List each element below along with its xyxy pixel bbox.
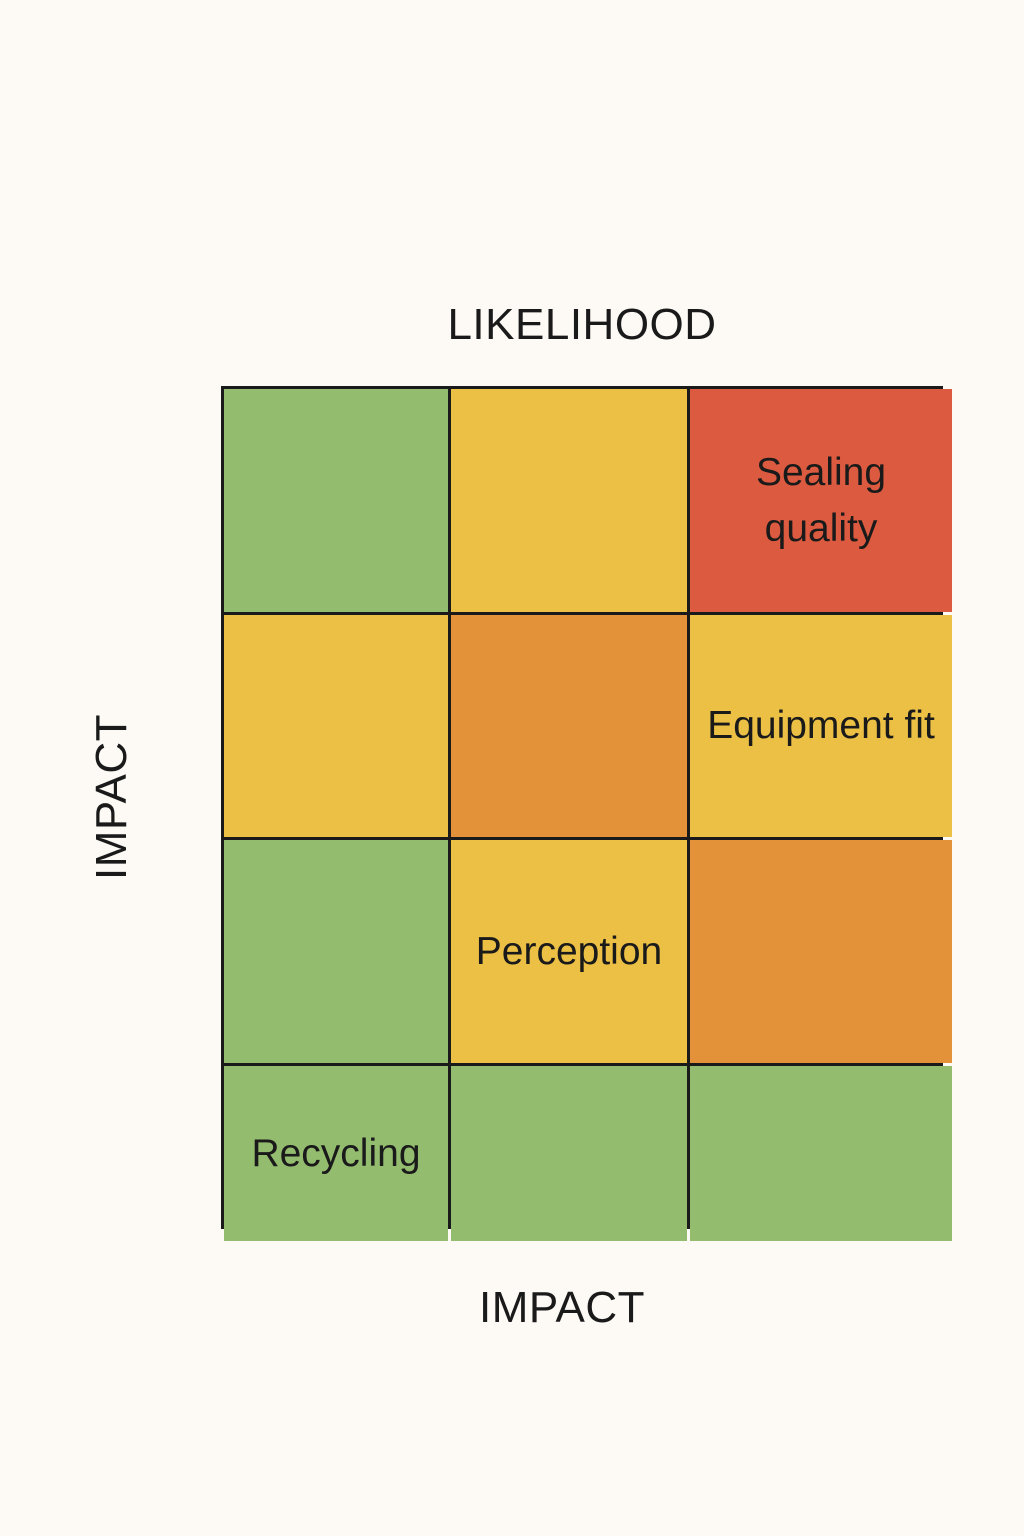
matrix-cell-r4-c3 xyxy=(690,1066,952,1241)
matrix-cell-r1-c1 xyxy=(224,389,448,612)
matrix-cell-r3-c2: Perception xyxy=(451,840,687,1063)
matrix-cell-r1-c2 xyxy=(451,389,687,612)
matrix-cell-r2-c3: Equipment fit xyxy=(690,615,952,837)
matrix-cell-r4-c1: Recycling xyxy=(224,1066,448,1241)
matrix-cell-r2-c1 xyxy=(224,615,448,837)
matrix-cell-r1-c3: Sealing quality xyxy=(690,389,952,612)
risk-label: Equipment fit xyxy=(707,704,935,747)
matrix-cell-r3-c3 xyxy=(690,840,952,1063)
risk-label: Perception xyxy=(475,929,663,973)
impact-axis-title-bottom: IMPACT xyxy=(479,1283,645,1332)
matrix-cell-r4-c2 xyxy=(451,1066,687,1241)
risk-label: Recycling xyxy=(251,1131,421,1175)
likelihood-axis-title: LIKELIHOOD xyxy=(447,300,717,349)
risk-matrix-grid: Sealing quality Equipment fit Perception Re… xyxy=(221,386,952,1241)
impact-axis-title-left: IMPACT xyxy=(87,714,136,880)
matrix-cell-r2-c2 xyxy=(451,615,687,837)
matrix-cell-r3-c1 xyxy=(224,840,448,1063)
risk-label: Sealing quality xyxy=(755,450,887,550)
